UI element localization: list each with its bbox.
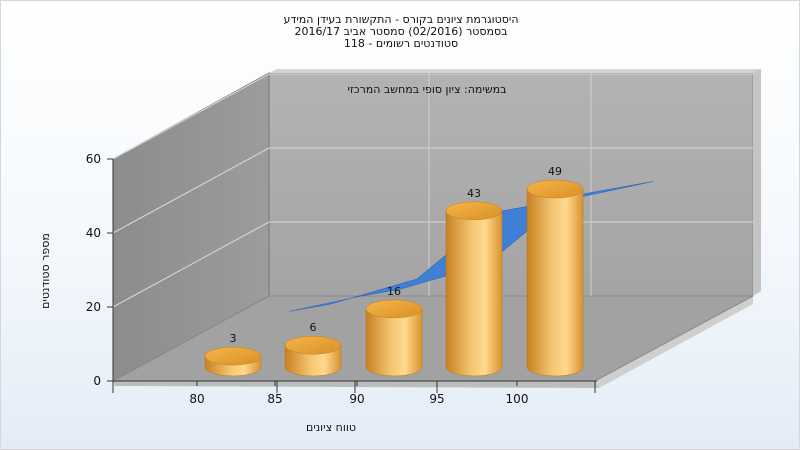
floor-edge <box>595 296 753 388</box>
bar-top <box>445 201 503 221</box>
bar-series: 3 6 16 43 49 <box>204 165 584 377</box>
y-tick-label: 60 <box>86 152 101 166</box>
bar-top <box>526 179 584 199</box>
x-tick-label: 90 <box>349 392 364 406</box>
grid-line-left-wall <box>112 221 270 308</box>
data-label: 49 <box>548 165 562 178</box>
grid-lines <box>112 73 753 308</box>
bar-90: 16 <box>365 285 423 377</box>
y-axis-title: מספר סטודנטים <box>39 233 52 309</box>
y-tick-label: 0 <box>93 374 101 388</box>
bar-top <box>284 335 342 355</box>
x-tick-label: 85 <box>267 392 282 406</box>
data-label: 3 <box>230 332 237 345</box>
x-tick-label: 95 <box>429 392 444 406</box>
bar-body <box>526 188 584 377</box>
title-line-1: היסטוגרמת ציונים בקורס - התקשורת בעידן ה… <box>283 13 519 26</box>
floor-front-edge <box>113 381 599 388</box>
axes: 0 20 40 60 80 85 90 95 100 <box>86 152 597 406</box>
bar-body <box>365 308 423 377</box>
bar-85: 6 <box>284 321 342 377</box>
data-label: 6 <box>310 321 317 334</box>
x-tick-label: 100 <box>506 392 529 406</box>
back-wall-top-edge <box>269 69 761 73</box>
title-line-2: בסמסטר (02/2016) סמסטר אביב 2016/17 <box>294 25 508 38</box>
back-wall-side-edge <box>753 69 761 296</box>
bar-80: 3 <box>204 332 262 377</box>
grid-line-left-wall <box>112 147 270 234</box>
bar-top <box>204 346 262 366</box>
bar-95: 43 <box>445 187 503 377</box>
data-label: 16 <box>387 285 401 298</box>
bar-body <box>445 210 503 377</box>
x-axis-title: טווח ציונים <box>306 421 356 434</box>
chart-title: היסטוגרמת ציונים בקורס - התקשורת בעידן ה… <box>1 14 800 50</box>
bar-top <box>365 299 423 319</box>
grid-line-left-wall <box>112 73 270 160</box>
bar-100: 49 <box>526 165 584 377</box>
data-label: 43 <box>467 187 481 200</box>
title-line-3: סטודנטים רשומים - 118 <box>343 37 459 50</box>
y-tick-label: 20 <box>86 300 101 314</box>
back-wall <box>268 72 754 297</box>
y-tick-label: 40 <box>86 226 101 240</box>
x-tick-label: 80 <box>189 392 204 406</box>
chart-annotation: במשימה: ציון סופי במחשב המרכזי <box>347 83 506 96</box>
